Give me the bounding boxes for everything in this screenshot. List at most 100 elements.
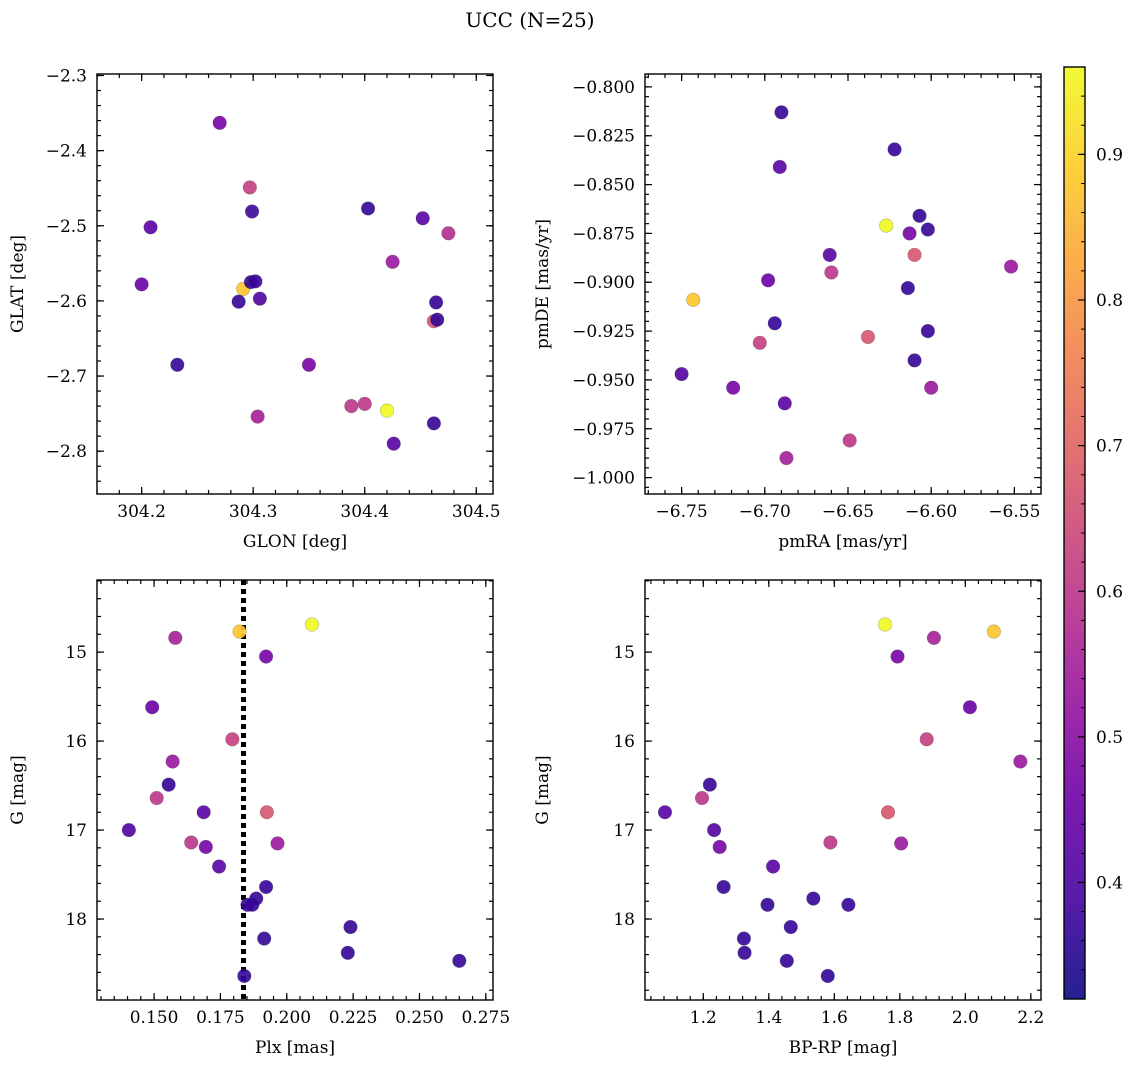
data-point xyxy=(920,323,935,339)
scatter-points xyxy=(121,617,467,984)
data-point xyxy=(415,211,430,226)
y-tick-label: 16 xyxy=(613,732,635,752)
x-tick-label: 0.200 xyxy=(262,1008,311,1028)
y-tick-label: −0.900 xyxy=(572,273,635,293)
plot-frame xyxy=(644,73,1042,495)
panel-cmd: 1.2 1.4 1.6 1.8 2.0 2.2 15 16 17 18 BP-RP [mag] G [… xyxy=(533,579,1044,1058)
data-point xyxy=(357,396,372,411)
data-point xyxy=(252,291,267,306)
data-point xyxy=(232,624,247,639)
panel-sky: 304.2 304.3 304.4 304.5 −2.3 −2.4 −2.5 −2.6 −2.7… xyxy=(8,67,501,552)
x-tick-label: 0.225 xyxy=(329,1008,378,1028)
x-axis-label: BP-RP [mag] xyxy=(789,1038,898,1058)
x-tick-label: 0.250 xyxy=(395,1008,444,1028)
data-point xyxy=(301,357,317,372)
data-point xyxy=(736,931,752,946)
x-tick-label: 2.0 xyxy=(952,1008,979,1028)
y-tick-label: −0.950 xyxy=(572,371,635,391)
data-point xyxy=(912,208,927,223)
data-point xyxy=(1013,754,1028,769)
data-point xyxy=(907,247,922,262)
data-point xyxy=(919,732,934,747)
data-point xyxy=(779,450,794,466)
data-point xyxy=(712,839,727,855)
scatter-points xyxy=(134,115,456,451)
data-point xyxy=(777,396,792,411)
data-point xyxy=(760,897,775,912)
data-point xyxy=(245,897,260,912)
x-tick-label: −6.70 xyxy=(739,502,791,522)
x-tick-label: −6.55 xyxy=(988,502,1040,522)
data-point xyxy=(962,700,978,715)
data-point xyxy=(258,879,274,895)
colorbar-tick-label: 0.8 xyxy=(1096,291,1123,311)
colorbar-tick-label: 0.4 xyxy=(1096,874,1123,894)
data-point xyxy=(894,836,909,851)
colorbar-tick-label: 0.6 xyxy=(1096,582,1123,602)
data-point xyxy=(304,617,320,632)
x-axis-label: GLON [deg] xyxy=(243,532,347,552)
data-point xyxy=(772,159,787,175)
data-point xyxy=(143,220,158,235)
data-point xyxy=(924,380,939,395)
data-point xyxy=(184,835,199,850)
data-point xyxy=(452,953,467,968)
data-point xyxy=(379,403,395,418)
y-axis-label: pmDE [mas/yr] xyxy=(533,219,553,349)
data-point xyxy=(244,204,260,219)
data-point xyxy=(259,805,274,820)
x-axis-label: pmRA [mas/yr] xyxy=(778,532,907,552)
data-point xyxy=(211,859,227,874)
data-point xyxy=(657,805,673,820)
data-point xyxy=(429,295,444,310)
data-point xyxy=(774,105,789,120)
data-point xyxy=(907,353,922,368)
colorbar-tick-label: 0.5 xyxy=(1096,728,1123,748)
y-axis-label: GLAT [deg] xyxy=(8,235,28,333)
y-tick-label: −0.800 xyxy=(572,78,635,98)
data-point xyxy=(765,859,781,874)
data-point xyxy=(902,226,917,241)
data-point xyxy=(270,836,285,851)
data-point xyxy=(779,953,794,968)
data-point xyxy=(674,366,689,382)
data-point xyxy=(237,968,252,984)
data-point xyxy=(344,398,359,414)
colorbar-tick-label: 0.7 xyxy=(1096,437,1123,457)
data-point xyxy=(702,777,717,792)
scatter-points xyxy=(674,105,1019,466)
data-point xyxy=(737,945,752,960)
data-point xyxy=(707,822,722,838)
x-tick-label: 304.2 xyxy=(117,502,166,522)
x-tick-label: 1.6 xyxy=(821,1008,848,1028)
data-point xyxy=(250,409,265,424)
axis-ticks xyxy=(97,580,493,1000)
y-tick-label: 16 xyxy=(65,732,87,752)
data-point xyxy=(824,265,839,280)
x-tick-label: −6.75 xyxy=(656,502,708,522)
data-point xyxy=(694,790,710,806)
x-tick-label: 0.175 xyxy=(196,1008,245,1028)
scatter-points xyxy=(657,617,1028,984)
y-tick-label: −0.975 xyxy=(572,420,635,440)
y-tick-label: −1.000 xyxy=(572,469,635,489)
plot-frame xyxy=(96,73,494,495)
panel-plx: 0.150 0.175 0.200 0.225 0.250 0.275 15 16 17 18 Pl… xyxy=(8,579,510,1058)
y-tick-label: −2.5 xyxy=(46,217,87,237)
data-point xyxy=(726,380,741,395)
y-tick-label: −0.925 xyxy=(572,322,635,342)
data-point xyxy=(806,891,821,906)
data-point xyxy=(761,273,776,288)
y-tick-label: −2.8 xyxy=(46,442,87,462)
data-point xyxy=(426,416,441,431)
data-point xyxy=(340,945,355,960)
data-point xyxy=(783,919,798,935)
data-point xyxy=(752,335,767,350)
x-axis-label: Plx [mas] xyxy=(255,1038,335,1058)
data-point xyxy=(860,329,876,345)
data-point xyxy=(841,897,856,912)
data-point xyxy=(161,777,176,792)
data-point xyxy=(823,835,838,850)
